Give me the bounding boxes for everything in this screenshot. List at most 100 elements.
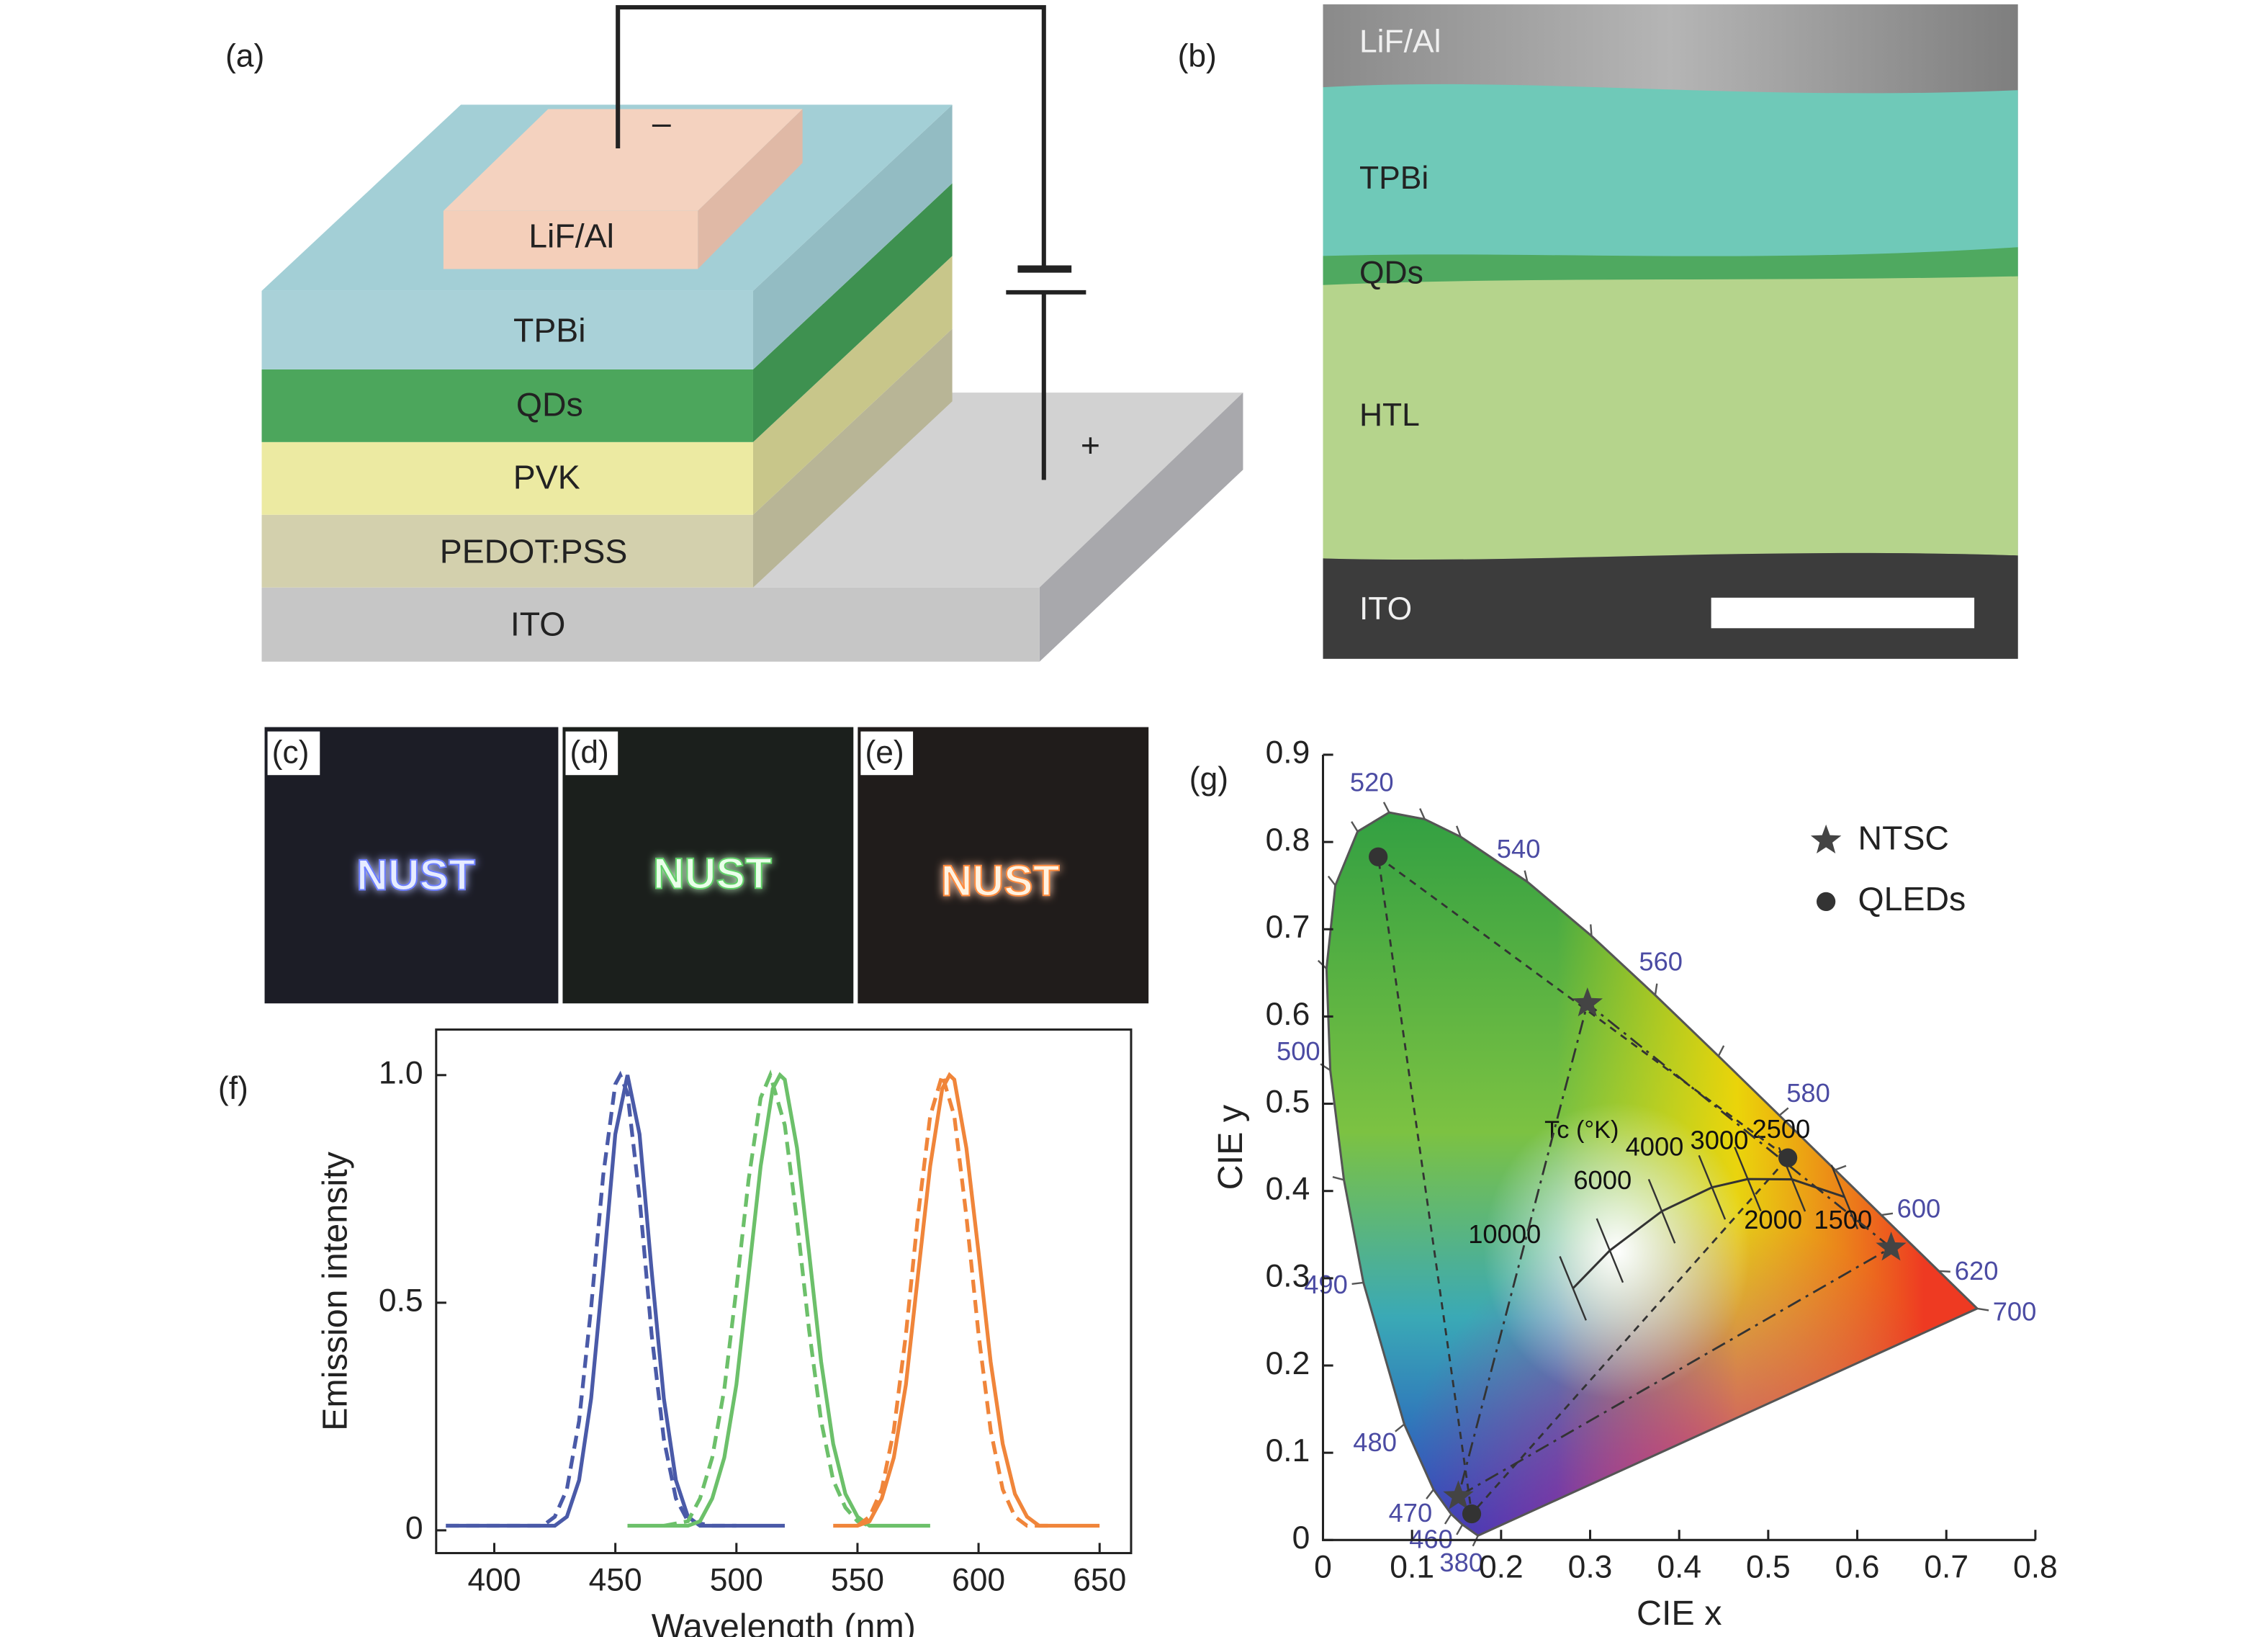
pvk-side [752,256,953,515]
x-tick-label: 0.1 [1390,1549,1434,1584]
scale-bar [1711,597,1975,629]
layer-label: ITO [510,606,566,643]
locus-tick [1332,1176,1344,1181]
lif-side [698,109,803,269]
layer-label: PEDOT:PSS [440,533,628,570]
lif-front [443,210,698,269]
y-tick-label: 0.8 [1266,822,1310,858]
locus-tick [1456,825,1462,838]
y-tick-label: 0.4 [1266,1171,1310,1206]
wavelength-label: 700 [1993,1296,2037,1326]
isotherm [1559,1256,1587,1321]
legend-label: QLEDs [1858,880,1966,918]
locus-tick [1524,870,1529,882]
temperature-label: 2000 [1744,1205,1802,1234]
star-marker [1572,987,1603,1017]
gamut-triangle [1457,1001,1894,1499]
wavelength-label: 540 [1497,834,1541,864]
locus-tick [1419,808,1426,820]
y-tick-label: 0.6 [1266,997,1310,1032]
y-tick-label: 1.0 [379,1056,423,1091]
y-tick-label: 0.5 [1266,1084,1310,1119]
wavelength-label: 520 [1350,767,1394,797]
panel-label: (d) [570,735,609,771]
pvk-front [261,441,753,515]
x-tick-label: 550 [831,1563,884,1598]
lif-top [443,109,803,211]
plus-sign: + [1081,426,1100,464]
circle-marker [1462,1504,1482,1524]
axes [1321,754,2035,1541]
ito-front [261,587,1040,662]
isotherm [1698,1154,1727,1220]
x-tick-label: 0.7 [1924,1549,1968,1584]
layer-label: LiF/Al [1359,24,1441,59]
panel-a: (a) – + LiF/Al TPBi QDs PVK PEDOT:PSS IT… [225,5,1243,662]
y-tick-label: 0.2 [1266,1346,1310,1381]
layer-label: QDs [516,386,583,423]
photos: (c) (d) (e) NUST NUST NUST [264,727,1149,1004]
wavelength-label: 500 [1277,1036,1320,1066]
temperature-label: 6000 [1573,1165,1632,1195]
x-tick-label: 0 [1314,1549,1332,1584]
isotherm [1647,1178,1676,1244]
locus-tick [1382,802,1390,813]
nust-text: NUST [941,856,1060,905]
spectrum-line [856,1068,1051,1528]
tpbi-front [261,290,753,369]
minus-sign: – [652,104,671,141]
ito-top [752,393,1243,588]
y-tick-label: 0.5 [379,1283,423,1319]
x-tick-label: 0.8 [2013,1549,2058,1584]
isotherm [1596,1218,1624,1283]
layer-label: TPBi [1359,161,1428,196]
panel-label: (a) [225,39,264,74]
wavelength-label: 580 [1786,1078,1830,1108]
y-axis-label: Emission intensity [315,1151,354,1431]
locus-tick [1590,924,1593,936]
x-tick-label: 0.2 [1479,1549,1524,1584]
wavelength-label: 600 [1897,1193,1941,1223]
circle-marker [1369,847,1388,866]
x-axis-label: Wavelength (nm) [652,1607,916,1637]
star-marker [1876,1232,1907,1261]
star-marker [1810,824,1842,854]
y-tick-label: 0.7 [1266,910,1310,945]
label-box [267,731,320,776]
locus-tick [1976,1307,1989,1311]
spectrum-line [663,1069,870,1528]
temperature-label: 2500 [1752,1114,1810,1144]
locus-tick [1456,1524,1464,1535]
x-axis-label: CIE x [1637,1594,1722,1633]
pedot-side [752,328,953,588]
label-box [860,731,914,776]
layer-label: LiF/Al [528,217,614,254]
x-tick-label: 0.3 [1568,1549,1613,1584]
wavelength-label: 620 [1955,1256,1999,1286]
tpbi-band [1323,84,2018,277]
locus-tick [1327,875,1336,887]
nust-text: NUST [653,849,772,898]
x-tick-label: 600 [952,1563,1005,1598]
label-box [565,731,618,776]
legend-label: NTSC [1858,819,1949,856]
y-tick-label: 0 [405,1511,423,1546]
x-tick-label: 450 [589,1563,642,1598]
x-tick-label: 0.6 [1835,1549,1880,1584]
locus-tick [1881,1212,1894,1216]
qds-side [752,183,953,442]
temperature-label: 3000 [1691,1126,1749,1155]
x-tick-label: 650 [1073,1563,1126,1598]
wavelength-label: 480 [1353,1427,1397,1457]
wavelength-label: 560 [1639,946,1683,976]
htl-band [1323,276,2018,560]
ito-band [1323,552,2018,659]
circle-marker [1817,892,1836,912]
wire [616,5,1046,269]
locus-tick [1395,1423,1405,1432]
layer-label: QDs [1359,255,1423,290]
wavelength-label: 490 [1304,1270,1348,1299]
y-axis-label: CIE y [1211,1104,1250,1190]
locus-tick [1351,821,1359,833]
panel-label: (f) [218,1071,248,1106]
